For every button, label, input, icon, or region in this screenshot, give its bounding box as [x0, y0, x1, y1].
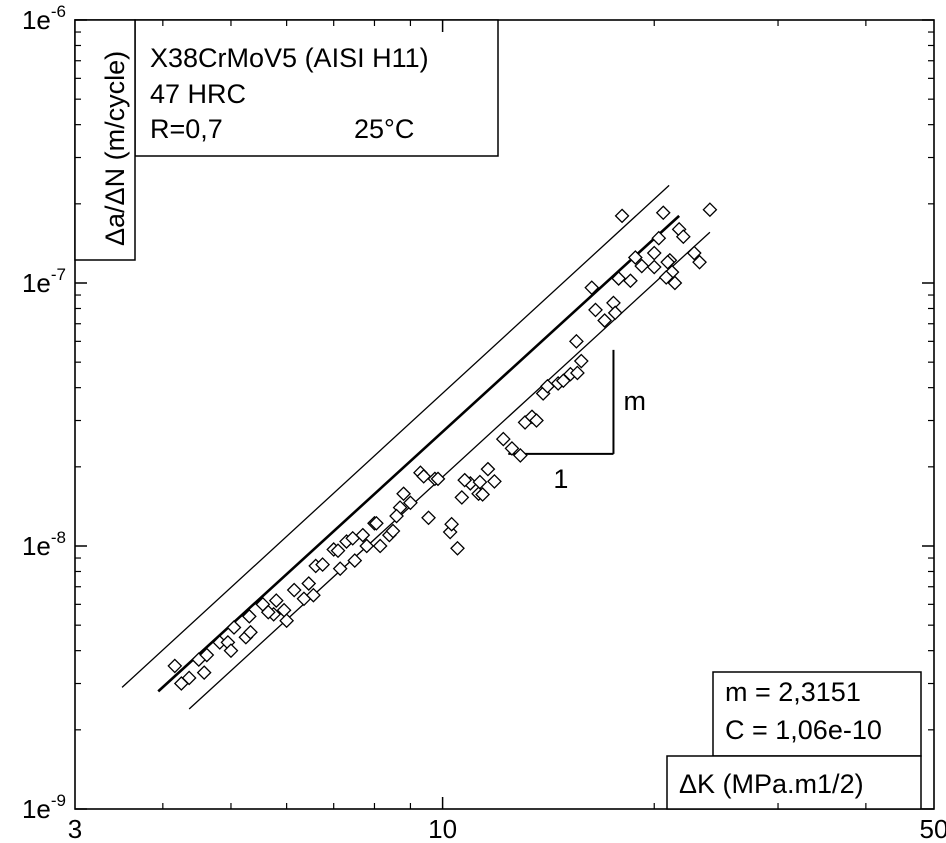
slope-triangle: 1m: [508, 349, 646, 494]
data-point: [315, 557, 331, 572]
data-point: [421, 510, 436, 526]
data-point: [614, 208, 630, 224]
data-point: [686, 245, 702, 261]
data-point: [368, 515, 384, 531]
y-tick-exponent: -8: [51, 528, 66, 547]
data-point: [330, 543, 346, 559]
y-axis-label-frame: [74, 19, 136, 261]
data-point: [286, 582, 302, 598]
data-point: [385, 523, 401, 539]
data-point: [667, 275, 683, 291]
data-point: [457, 472, 473, 488]
data-point: [487, 474, 502, 489]
y-tick-exponent: -9: [51, 791, 66, 810]
data-point: [430, 471, 446, 487]
data-point: [396, 486, 411, 502]
y-tick-exponent: -6: [51, 2, 66, 21]
data-point: [305, 587, 321, 603]
fit-parameters-frame: [712, 671, 922, 757]
data-point: [472, 474, 488, 490]
lower-scatter-band: [188, 231, 711, 710]
data-point: [403, 495, 418, 511]
x-axis-label-box: ΔK (MPa.m1/2): [666, 755, 922, 810]
fit-and-band-lines: [121, 184, 711, 710]
data-point: [660, 254, 676, 270]
coefficient-c-label: C = 1,06e-10: [725, 715, 882, 745]
data-point: [199, 647, 215, 663]
data-point: [279, 613, 295, 629]
data-point: [226, 620, 242, 635]
paris-law-fit-line: [157, 214, 681, 693]
material-name: X38CrMoV5 (AISI H11): [150, 43, 429, 73]
hardness-label: 47 HRC: [150, 79, 246, 109]
data-points: [167, 202, 718, 691]
slope-rise-label: m: [623, 386, 646, 416]
data-point: [196, 665, 212, 681]
data-point: [646, 245, 662, 261]
material-info-box: X38CrMoV5 (AISI H11) 47 HRC R=0,7 25°C: [134, 19, 499, 157]
data-point: [167, 658, 183, 674]
slope-run-label: 1: [553, 464, 568, 494]
data-point: [588, 302, 603, 318]
data-point: [347, 553, 363, 569]
data-point: [569, 365, 585, 381]
data-point: [241, 608, 257, 624]
data-point: [568, 333, 584, 349]
temperature-label: 25°C: [354, 114, 414, 144]
data-point: [692, 254, 707, 270]
data-point: [359, 538, 375, 554]
axis-ticks: [75, 19, 934, 810]
upper-scatter-band: [121, 184, 670, 688]
data-point: [627, 250, 643, 265]
exponent-m-label: m = 2,3151: [725, 677, 861, 707]
data-point: [675, 229, 691, 245]
data-point: [655, 205, 671, 221]
data-point: [504, 440, 520, 456]
material-info-frame: [134, 19, 499, 157]
data-point: [416, 468, 432, 484]
data-point: [301, 576, 317, 591]
data-point: [450, 540, 465, 556]
data-point: [372, 538, 388, 554]
data-point: [454, 490, 470, 505]
data-point: [444, 516, 460, 532]
y-axis-label-box: Δa/ΔN (m/cycle): [74, 19, 136, 261]
data-point: [345, 530, 361, 546]
data-point: [651, 230, 667, 246]
data-point: [268, 593, 284, 609]
data-point: [611, 271, 627, 286]
data-point: [495, 431, 511, 447]
data-point: [260, 604, 276, 620]
data-point: [584, 280, 600, 296]
x-axis-label-frame: [666, 755, 922, 810]
data-point: [475, 487, 491, 502]
y-axis-label: Δa/ΔN (m/cycle): [100, 51, 130, 246]
data-point: [389, 508, 404, 524]
data-point: [702, 202, 718, 218]
data-point: [480, 461, 496, 477]
data-point: [573, 353, 589, 369]
data-point: [181, 670, 197, 686]
data-point: [634, 258, 650, 274]
data-point: [332, 561, 348, 577]
y-tick-exponent: -7: [51, 265, 66, 284]
x-axis-label: ΔK (MPa.m1/2): [679, 769, 864, 799]
y-tick-label: 1e-9: [22, 791, 66, 824]
fit-parameters-box: m = 2,3151 C = 1,06e-10: [712, 671, 922, 757]
data-point: [623, 273, 638, 289]
data-point: [243, 624, 258, 640]
plot-frame: [74, 19, 935, 810]
data-point: [512, 448, 528, 463]
data-point: [529, 413, 544, 428]
data-point: [597, 313, 613, 328]
x-tick-label: 3: [68, 814, 82, 843]
data-point: [223, 643, 239, 659]
x-tick-label: 10: [428, 814, 457, 843]
x-tick-label: 50: [920, 814, 946, 843]
load-ratio-label: R=0,7: [150, 114, 223, 144]
data-point: [607, 305, 623, 321]
data-point: [646, 259, 662, 275]
data-point: [658, 270, 674, 285]
